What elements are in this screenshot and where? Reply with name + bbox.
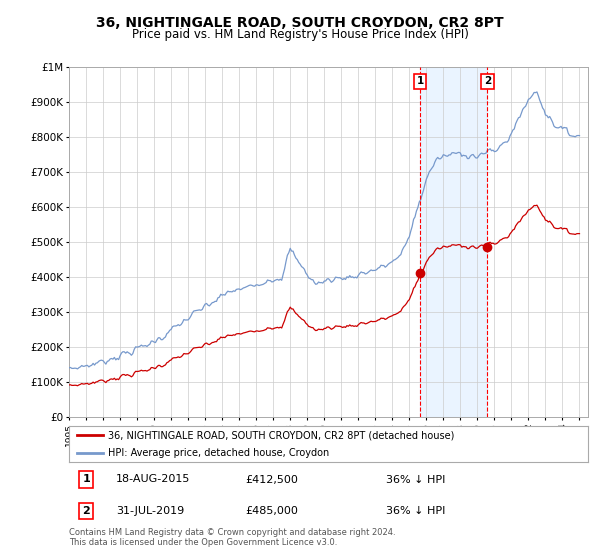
Text: 36, NIGHTINGALE ROAD, SOUTH CROYDON, CR2 8PT: 36, NIGHTINGALE ROAD, SOUTH CROYDON, CR2… xyxy=(96,16,504,30)
Text: 2: 2 xyxy=(82,506,90,516)
Text: £412,500: £412,500 xyxy=(245,474,298,484)
Text: £485,000: £485,000 xyxy=(245,506,298,516)
Text: 31-JUL-2019: 31-JUL-2019 xyxy=(116,506,184,516)
Text: Price paid vs. HM Land Registry's House Price Index (HPI): Price paid vs. HM Land Registry's House … xyxy=(131,28,469,41)
Bar xyxy=(420,67,487,417)
Text: Contains HM Land Registry data © Crown copyright and database right 2024.
This d: Contains HM Land Registry data © Crown c… xyxy=(69,528,395,547)
Text: HPI: Average price, detached house, Croydon: HPI: Average price, detached house, Croy… xyxy=(108,448,329,458)
Text: 36% ↓ HPI: 36% ↓ HPI xyxy=(386,506,445,516)
Text: 18-AUG-2015: 18-AUG-2015 xyxy=(116,474,190,484)
Text: 1: 1 xyxy=(82,474,90,484)
Text: 1: 1 xyxy=(416,76,424,86)
Text: 36, NIGHTINGALE ROAD, SOUTH CROYDON, CR2 8PT (detached house): 36, NIGHTINGALE ROAD, SOUTH CROYDON, CR2… xyxy=(108,431,454,440)
Text: 2: 2 xyxy=(484,76,491,86)
Text: 36% ↓ HPI: 36% ↓ HPI xyxy=(386,474,445,484)
